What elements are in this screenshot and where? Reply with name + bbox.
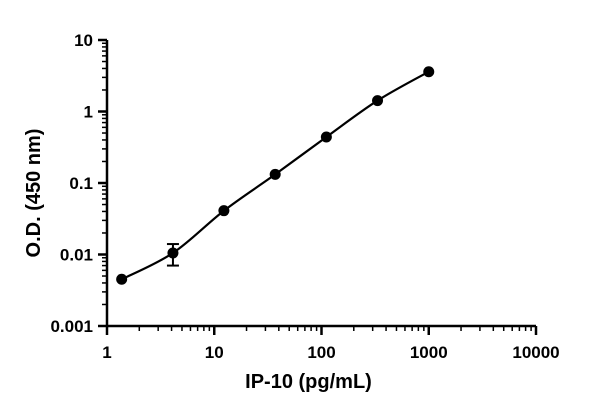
x-axis-title: IP-10 (pg/mL)	[245, 371, 372, 393]
data-point	[116, 273, 128, 285]
data-point	[320, 131, 332, 143]
y-tick-label: 0.001	[50, 317, 93, 336]
data-points-layer	[116, 66, 435, 285]
axes	[105, 40, 536, 328]
y-tick-label: 0.1	[69, 174, 93, 193]
y-tick-label: 0.01	[60, 246, 93, 265]
x-tick-label: 10000	[512, 343, 559, 362]
tick-marks	[98, 38, 538, 335]
x-tick-label: 1000	[410, 343, 448, 362]
tick-labels: 1 10 100 1000 10000 0.001 0.01 0.1 1 10	[50, 31, 559, 362]
y-tick-label: 1	[84, 103, 93, 122]
data-point	[423, 66, 435, 78]
x-tick-label: 1	[102, 343, 111, 362]
y-tick-label: 10	[74, 31, 93, 50]
data-point	[372, 95, 384, 107]
data-point	[269, 168, 281, 180]
data-point	[167, 247, 179, 259]
x-tick-label: 10	[205, 343, 224, 362]
x-tick-label: 100	[307, 343, 335, 362]
y-axis-title: O.D. (450 nm)	[23, 129, 45, 258]
data-point	[218, 205, 230, 217]
